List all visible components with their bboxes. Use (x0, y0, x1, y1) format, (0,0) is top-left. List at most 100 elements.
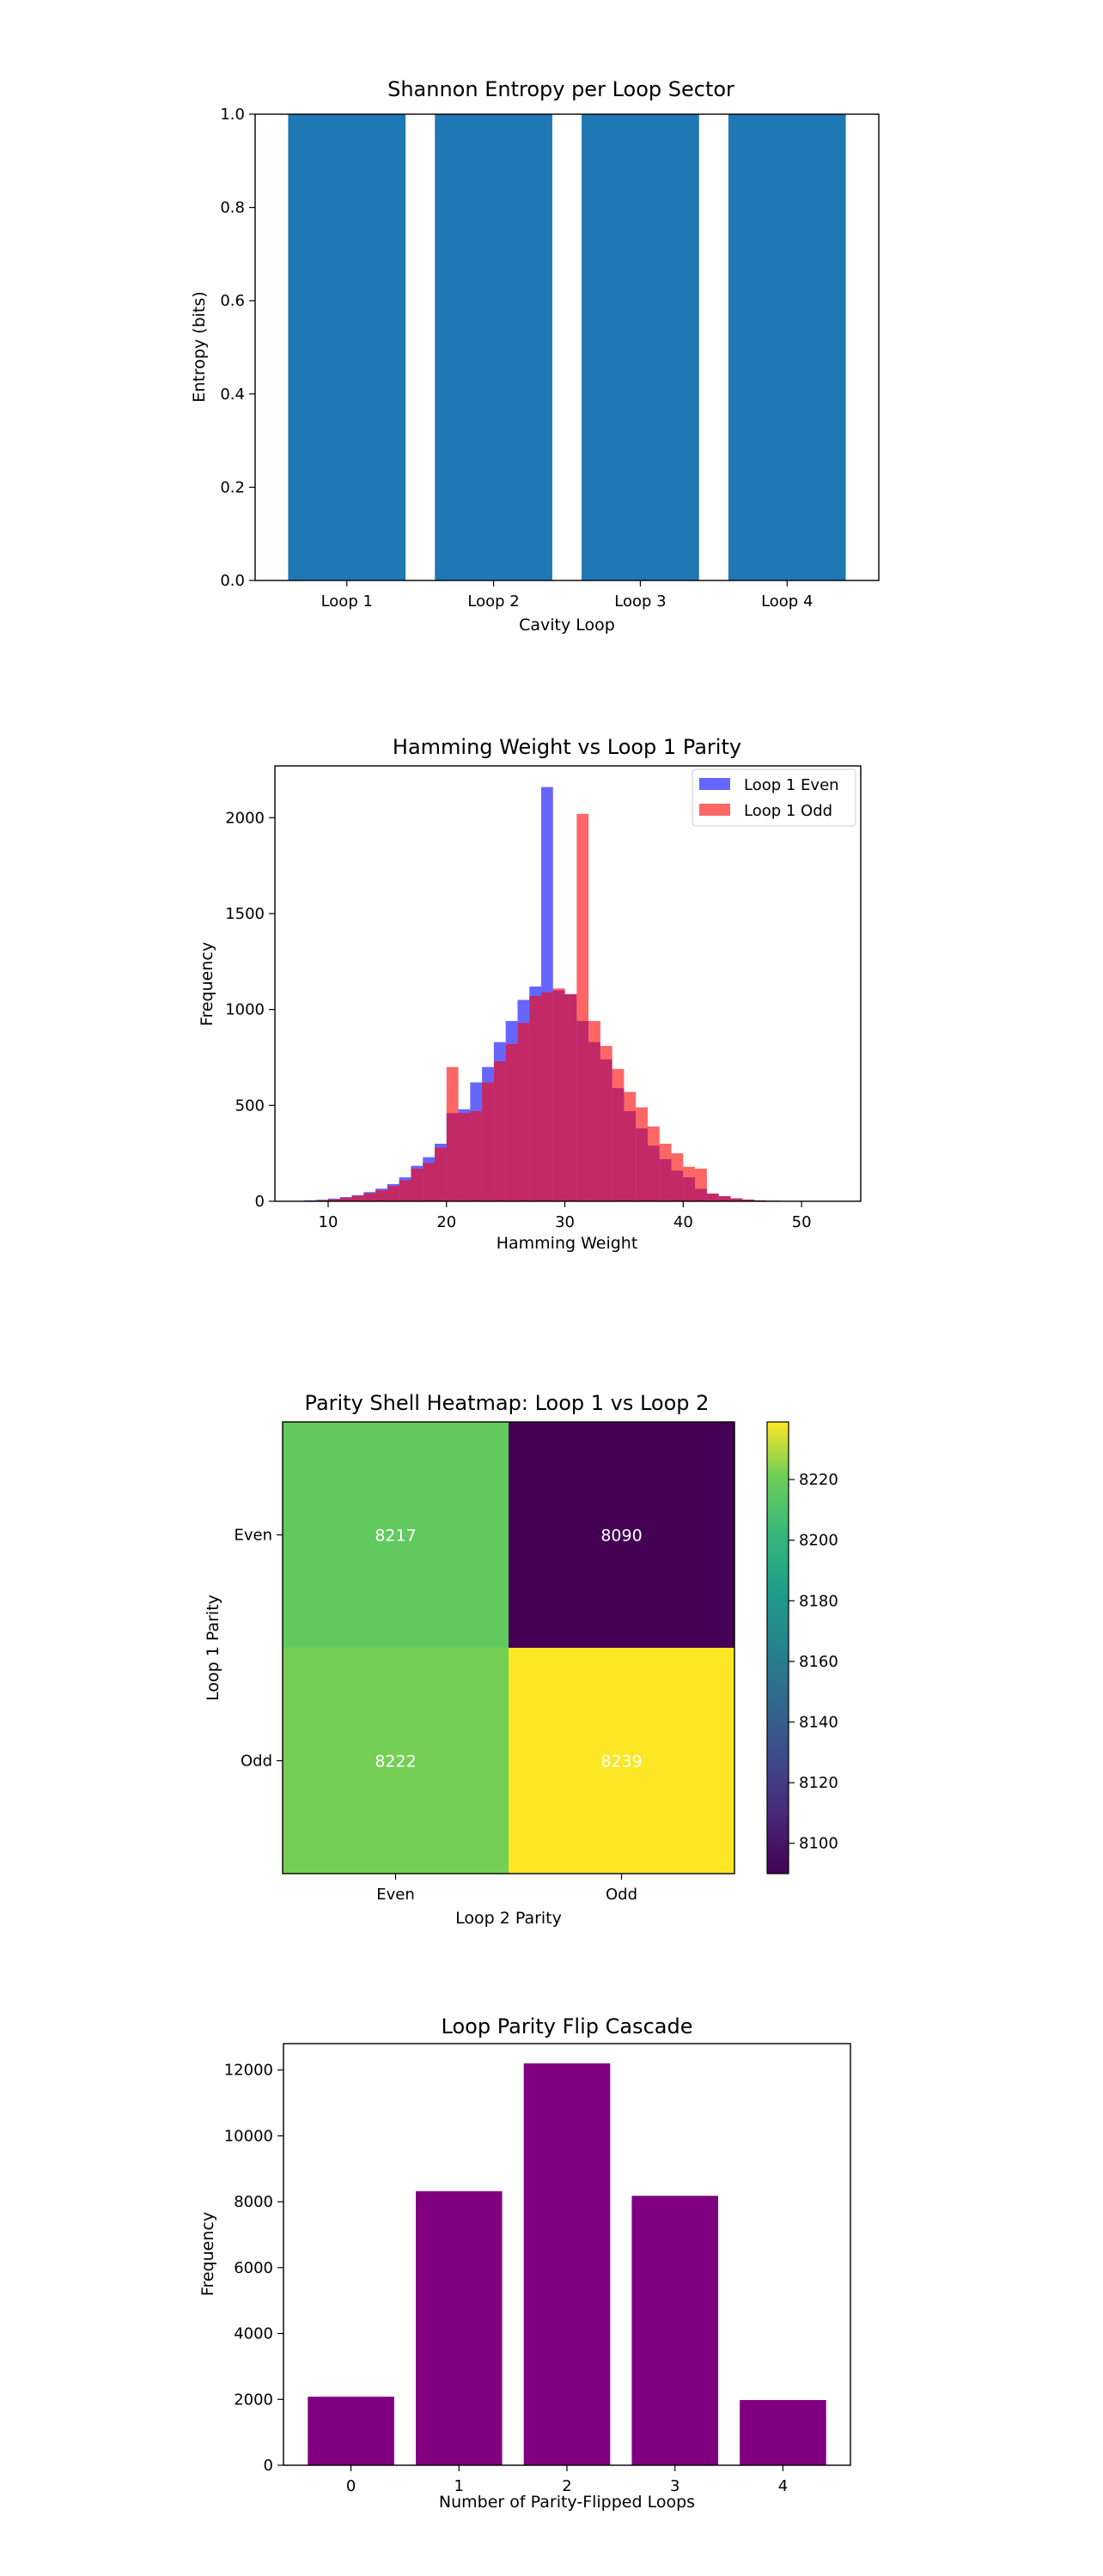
y-tick-label: 1.0 (220, 106, 245, 124)
histogram-bar-odd (588, 1021, 600, 1201)
cell-value-label: 8222 (375, 1753, 416, 1771)
y-tick-label: 4000 (234, 2325, 273, 2343)
histogram-bar-odd (351, 1195, 364, 1201)
x-tick-label: 50 (792, 1213, 812, 1231)
y-tick-label: 1500 (225, 905, 265, 923)
histogram-bar-odd (600, 1046, 612, 1201)
parity-heatmap: Parity Shell Heatmap: Loop 1 vs Loop 2 8… (204, 1391, 838, 1928)
histogram-bar-odd (706, 1194, 719, 1201)
x-tick-label: 2 (562, 2477, 571, 2495)
cell-value-label: 8239 (600, 1753, 642, 1771)
y-tick-label: Even (234, 1527, 272, 1545)
plot-frame (282, 1421, 735, 1874)
x-axis-label: Hamming Weight (497, 1234, 638, 1253)
colorbar-tick-label: 8160 (799, 1653, 838, 1671)
x-axis-label: Number of Parity-Flipped Loops (439, 2493, 695, 2512)
histogram-bar-odd (552, 988, 565, 1201)
histogram-bar-odd (423, 1163, 435, 1201)
y-tick-label: Odd (241, 1753, 272, 1771)
y-tick-label: 8000 (234, 2193, 273, 2211)
x-tick-label: 30 (555, 1213, 575, 1231)
histogram-bar-odd (363, 1193, 376, 1201)
bars-group (308, 2063, 826, 2465)
histogram-bar-odd (671, 1153, 684, 1201)
category-tick-group: Even Odd Even Odd (234, 1527, 637, 1905)
histogram-bar-odd (624, 1091, 637, 1201)
y-tick-label: 0.0 (220, 572, 245, 590)
x-tick-label: 10 (319, 1213, 338, 1231)
y-tick-label: 0.4 (220, 386, 245, 404)
y-tick-label: 500 (235, 1097, 265, 1115)
histogram-bar-odd (505, 1043, 518, 1201)
y-tick-group: 0 500 1000 1500 2000 (225, 809, 275, 1211)
cell-value-label: 8217 (375, 1527, 416, 1546)
bar (288, 114, 406, 580)
colorbar-tick-label: 8200 (799, 1532, 838, 1550)
histogram-bar-odd (411, 1169, 424, 1201)
histogram-bar-odd (718, 1195, 731, 1201)
colorbar-tick-label: 8220 (799, 1471, 838, 1489)
histogram-bar-odd (328, 1199, 340, 1201)
legend-swatch-odd (699, 804, 730, 816)
y-tick-group: 0 2000 4000 6000 8000 10000 12000 (224, 2062, 283, 2475)
colorbar (766, 1421, 789, 1874)
x-tick-label: Loop 2 (467, 592, 519, 611)
legend-label-odd: Loop 1 Odd (744, 802, 832, 820)
x-tick-group: 10 20 30 40 50 (319, 1201, 812, 1231)
y-tick-label: 0 (255, 1193, 265, 1211)
y-tick-label: 2000 (234, 2391, 273, 2409)
plot-frame (254, 113, 880, 581)
histogram-bar-odd (730, 1198, 743, 1201)
bar (728, 114, 846, 580)
histogram-bar-odd (470, 1111, 483, 1201)
x-tick-label: Loop 3 (614, 592, 666, 611)
y-tick-label: 0.2 (220, 478, 245, 496)
legend-label-even: Loop 1 Even (744, 776, 839, 794)
y-tick-label: 0 (264, 2457, 273, 2475)
x-tick-group: Loop 1 Loop 2 Loop 3 Loop 4 (321, 580, 813, 611)
bars-group (288, 114, 846, 580)
x-tick-label: Even (376, 1886, 415, 1904)
heatmap-cell (509, 1422, 734, 1648)
plot-frame (274, 765, 862, 1202)
x-tick-label: 1 (454, 2477, 464, 2495)
legend-box (692, 769, 856, 827)
histogram-bar-odd (517, 1023, 530, 1201)
chart-title: Loop Parity Flip Cascade (442, 2014, 693, 2038)
histogram-bar-odd (493, 1060, 506, 1201)
legend: Loop 1 Even Loop 1 Odd (692, 769, 856, 827)
x-tick-label: 3 (670, 2477, 679, 2495)
y-tick-label: 1000 (225, 1001, 265, 1019)
histogram-bar-odd (636, 1107, 648, 1201)
histogram-bar-odd (564, 993, 577, 1201)
chart-title: Parity Shell Heatmap: Loop 1 vs Loop 2 (305, 1391, 710, 1415)
colorbar-tick-label: 8100 (799, 1835, 838, 1853)
colorbar-tick-label: 8180 (799, 1592, 838, 1610)
x-tick-label: 4 (778, 2477, 788, 2495)
histogram-bar-odd (435, 1147, 447, 1201)
histogram-bar-odd (576, 813, 589, 1201)
histogram-bar-odd (612, 1068, 625, 1201)
heatmap-cell (283, 1422, 509, 1648)
hamming-histogram: Hamming Weight vs Loop 1 Parity 0 500 1000… (198, 735, 862, 1253)
heatmap-cells-group: 8217 8090 8222 8239 (283, 1422, 734, 1874)
y-axis-label: Entropy (bits) (190, 291, 209, 402)
x-tick-label: Loop 1 (321, 592, 373, 611)
y-tick-label: 12000 (224, 2062, 273, 2080)
colorbar-tick-label: 8120 (799, 1774, 838, 1792)
histogram-bar-odd (339, 1197, 352, 1201)
y-tick-label: 0.6 (220, 292, 245, 310)
bar (740, 2400, 826, 2465)
histogram-bar-odd (695, 1169, 707, 1201)
y-tick-label: 6000 (234, 2259, 273, 2277)
x-tick-label: Loop 4 (761, 592, 813, 611)
y-tick-label: 10000 (224, 2127, 273, 2145)
y-tick-label: 0.8 (220, 199, 245, 217)
histogram-bars-group (304, 787, 814, 1201)
histogram-bar-odd (541, 992, 553, 1201)
histogram-bar-odd (458, 1113, 471, 1201)
y-tick-group: 0.0 0.2 0.4 0.6 0.8 1.0 (220, 106, 255, 590)
bar (631, 2196, 718, 2465)
colorbar-tick-group: 8100 8120 8140 8160 8180 8200 8220 (789, 1471, 838, 1853)
legend-swatch-even (699, 778, 730, 790)
